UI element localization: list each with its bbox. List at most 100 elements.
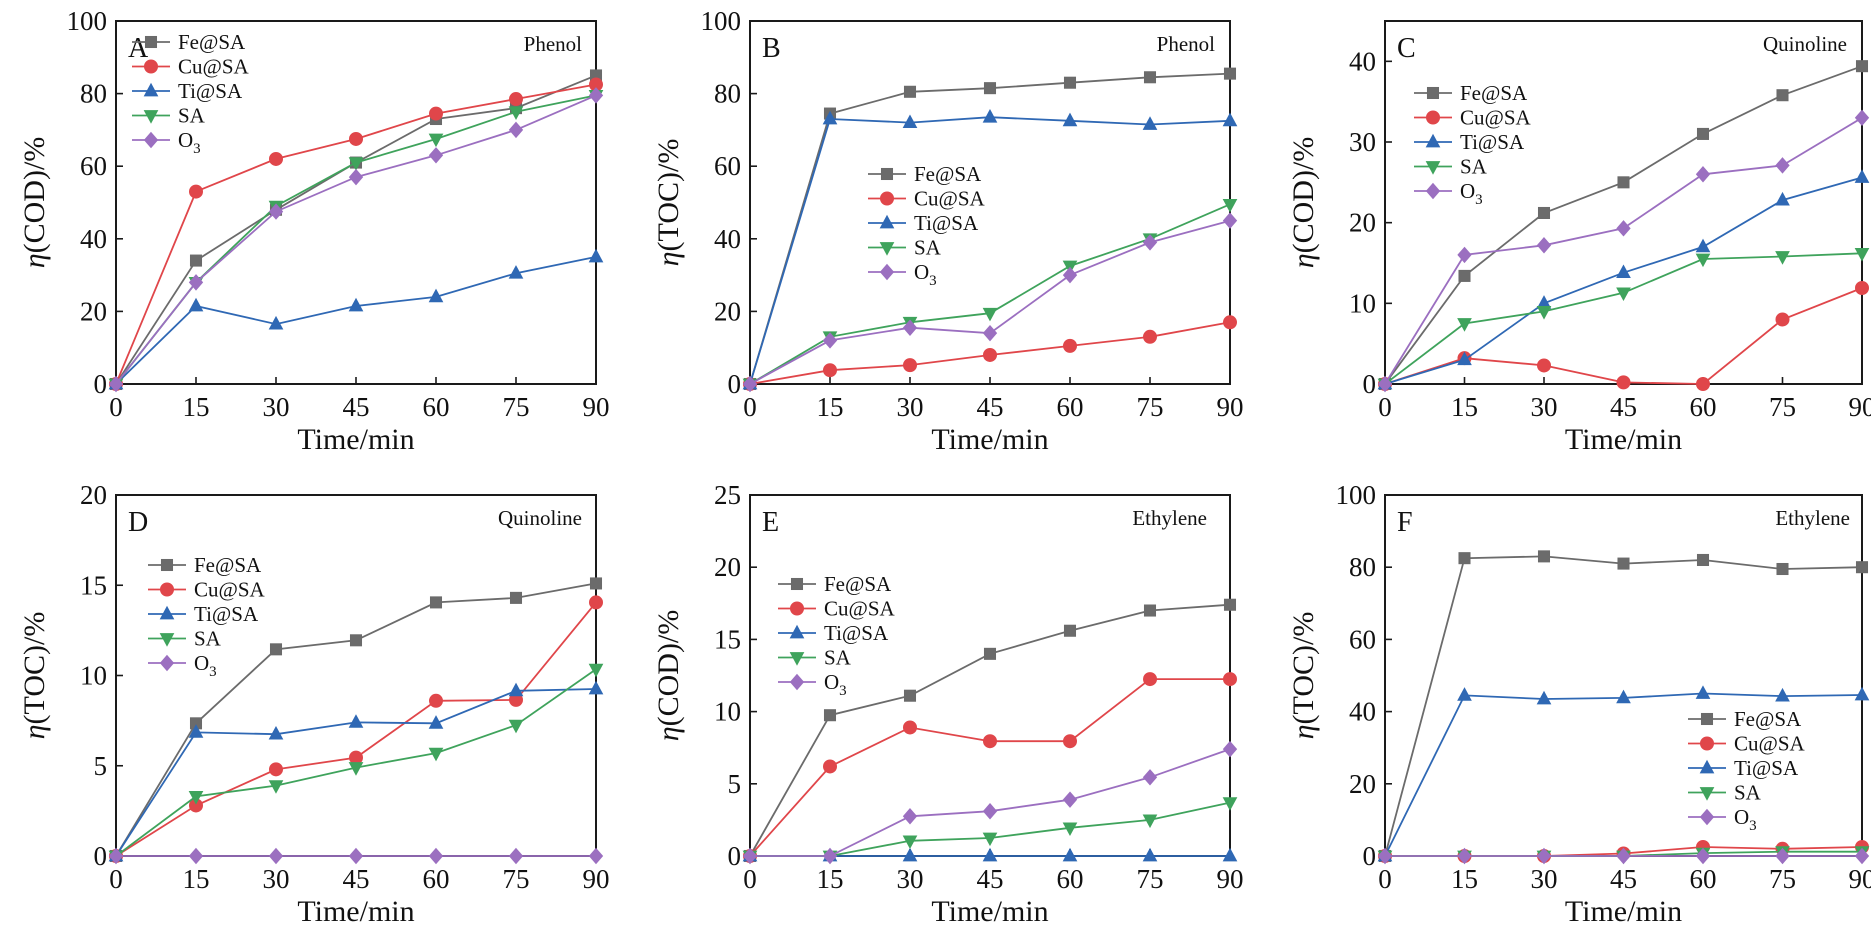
data-point <box>1536 847 1552 865</box>
panel-letter: B <box>762 33 781 64</box>
data-point <box>1223 672 1237 687</box>
data-point <box>1854 686 1870 701</box>
data-point <box>1223 67 1237 80</box>
legend-item-fe-sa: Fe@SA <box>148 553 262 577</box>
y-tick-label: 0 <box>728 369 742 399</box>
x-tick-label: 75 <box>1137 864 1164 894</box>
legend-label: O3 <box>194 651 217 680</box>
data-point <box>589 577 603 590</box>
y-tick-label: 40 <box>80 224 107 254</box>
legend-label: Ti@SA <box>178 79 243 103</box>
panel-title: Ethylene <box>1775 506 1850 530</box>
data-point <box>348 714 364 728</box>
legend-marker <box>1425 161 1441 175</box>
legend-marker <box>144 35 158 49</box>
data-point <box>1775 312 1790 327</box>
series-line <box>1384 287 1863 385</box>
legend-item-o3: O3 <box>1688 805 1757 834</box>
legend-marker <box>160 558 174 572</box>
series-o3 <box>1377 109 1870 393</box>
x-tick-label: 0 <box>1378 392 1392 422</box>
data-point <box>1062 266 1078 284</box>
data-point <box>508 265 524 279</box>
data-point <box>1775 191 1790 206</box>
legend-marker <box>1700 712 1714 726</box>
y-axis-title: η(TOC)/% <box>1287 612 1320 740</box>
data-point <box>108 375 124 393</box>
data-point <box>1222 847 1238 862</box>
x-tick-label: 15 <box>183 392 210 422</box>
y-tick-label: 80 <box>1349 552 1376 582</box>
y-tick-label: 30 <box>1349 127 1376 157</box>
legend-item-ti-sa: Ti@SA <box>1414 130 1525 154</box>
x-tick-label: 15 <box>1451 392 1478 422</box>
panel-letter: E <box>762 507 779 538</box>
x-tick-label: 45 <box>343 864 370 894</box>
data-point <box>589 595 603 610</box>
x-tick-label: 0 <box>109 864 123 894</box>
data-point <box>742 375 758 393</box>
y-tick-label: 100 <box>1336 480 1377 510</box>
data-point <box>1616 220 1631 237</box>
data-point <box>823 709 837 722</box>
legend-label: Fe@SA <box>914 162 982 186</box>
x-tick-label: 30 <box>897 392 924 422</box>
x-tick-label: 90 <box>583 864 610 894</box>
data-point <box>1143 604 1157 617</box>
data-point <box>982 802 998 820</box>
plot-frame <box>1384 494 1863 857</box>
data-point <box>508 106 524 120</box>
legend-marker <box>880 167 894 181</box>
panel-letter: F <box>1397 507 1413 538</box>
x-tick-label: 75 <box>1769 864 1796 894</box>
data-point <box>983 82 997 95</box>
x-tick-label: 45 <box>1610 392 1637 422</box>
data-point <box>1537 206 1551 220</box>
legend-label: Ti@SA <box>914 211 979 235</box>
y-tick-label: 0 <box>94 369 108 399</box>
data-point <box>189 184 203 199</box>
legend-marker <box>159 633 175 647</box>
data-point <box>1062 791 1078 808</box>
legend-item-o3: O3 <box>1414 179 1483 208</box>
x-tick-label: 30 <box>1531 864 1558 894</box>
chart-panel-e: 0 15 30 45 60 75 90 0 5 10 15 20 25 Time/min η(COD)/% E… <box>652 480 1244 928</box>
plot-frame <box>749 494 1231 857</box>
x-tick-label: 0 <box>109 392 123 422</box>
legend-item-sa: SA <box>1688 781 1762 805</box>
panel-title: Quinoline <box>1763 32 1847 56</box>
data-point <box>1854 847 1870 865</box>
series-line <box>1384 117 1863 385</box>
x-axis-title: Time/min <box>931 895 1048 928</box>
legend-item-ti-sa: Ti@SA <box>778 621 889 645</box>
data-point <box>983 347 997 362</box>
y-tick-label: 40 <box>1349 46 1376 76</box>
data-point <box>1855 561 1869 574</box>
data-point <box>983 734 997 749</box>
data-point <box>268 780 284 794</box>
data-point <box>428 133 444 148</box>
data-point <box>1537 550 1551 563</box>
data-point <box>1377 847 1393 865</box>
legend-item-sa: SA <box>148 627 222 651</box>
series-o3 <box>108 87 604 393</box>
x-axis-title: Time/min <box>297 895 414 928</box>
data-point <box>1062 847 1078 862</box>
data-point <box>188 791 204 805</box>
y-axis-title: η(COD)/% <box>652 610 685 742</box>
data-point <box>429 693 443 708</box>
data-point <box>1854 109 1870 127</box>
data-point <box>1142 814 1158 829</box>
data-point <box>1143 672 1157 687</box>
data-point <box>1142 847 1158 862</box>
y-tick-label: 20 <box>714 552 741 582</box>
data-point <box>268 847 284 865</box>
legend-marker <box>159 605 175 620</box>
data-point <box>822 847 838 865</box>
data-point <box>1775 157 1790 174</box>
data-point <box>188 724 204 738</box>
data-point <box>982 108 998 123</box>
y-tick-label: 5 <box>94 751 108 781</box>
